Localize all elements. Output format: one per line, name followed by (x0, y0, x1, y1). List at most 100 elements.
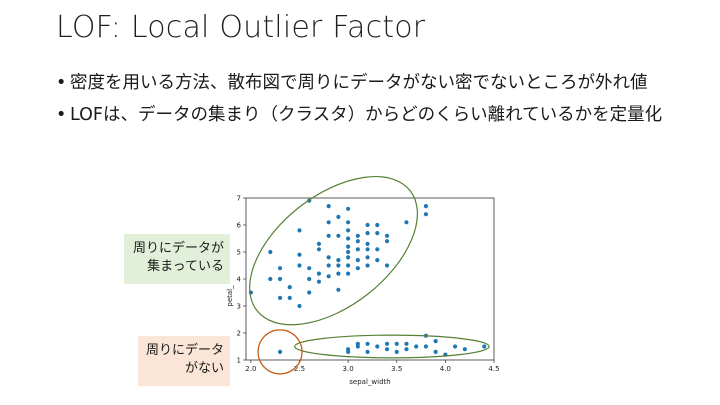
scatter-point (452, 344, 458, 349)
scatter-point (365, 263, 370, 268)
x-axis-label: sepal_width (349, 378, 390, 386)
dense-cluster-ellipse (249, 175, 419, 326)
scatter-point (384, 341, 390, 346)
scatter-point (316, 241, 322, 246)
scatter-point (326, 233, 331, 238)
scatter-point (423, 212, 429, 217)
scatter-point (277, 295, 283, 300)
x-tick-label: 3.5 (391, 365, 402, 373)
bullet-text: LOFは、データの集まり（クラスタ）からどのくらい離れているかを定量化 (70, 105, 663, 125)
scatter-point (384, 263, 390, 268)
scatter-point (375, 247, 380, 252)
scatter-point (346, 263, 351, 268)
scatter-point (365, 255, 370, 260)
scatter-point (365, 241, 370, 246)
x-ticks: 2.0 2.5 3.0 3.5 4.0 4.5 (245, 360, 500, 373)
scatter-point (404, 347, 409, 352)
scatter-point (355, 239, 360, 244)
scatter-point (297, 252, 302, 257)
y-tick-label: 1 (237, 357, 241, 365)
scatter-point (346, 271, 351, 276)
scatter-point (346, 228, 351, 233)
scatter-points (248, 198, 487, 357)
scatter-point (365, 341, 370, 346)
scatter-point (336, 214, 341, 219)
scatter-point (297, 263, 302, 268)
scatter-point (326, 274, 331, 279)
scatter-point (375, 258, 380, 263)
scatter-point (326, 263, 331, 268)
scatter-point (326, 255, 331, 260)
annotation-shapes (249, 175, 490, 375)
bullet-item: • LOFは、データの集まり（クラスタ）からどのくらい離れているかを定量化 (56, 104, 676, 127)
scatter-point (355, 233, 360, 238)
scatter-point (423, 204, 429, 209)
scatter-point (355, 266, 360, 271)
y-tick-label: 2 (237, 330, 241, 338)
scatter-point (414, 344, 419, 349)
scatter-point (355, 341, 360, 346)
bullet-text: 密度を用いる方法、散布図で周りにデータがない密でないところが外れ値 (70, 73, 648, 93)
scatter-point (346, 249, 351, 255)
scatter-point (307, 290, 312, 295)
scatter-point (365, 231, 370, 236)
scatter-point (297, 228, 302, 233)
x-tick-label: 4.5 (488, 365, 499, 373)
tight-cluster-ellipse (294, 334, 490, 359)
y-tick-label: 4 (237, 276, 242, 284)
scatter-point (346, 220, 351, 225)
scatter-point (375, 222, 380, 228)
x-tick-label: 3.0 (343, 365, 354, 373)
scatter-point (433, 349, 438, 354)
scatter-point (404, 341, 409, 346)
scatter-point (346, 244, 351, 249)
scatter-point (394, 349, 399, 354)
scatter-point (277, 349, 283, 354)
scatter-point (346, 236, 351, 241)
callout-dense-line2: 集まっている (147, 259, 224, 274)
outlier-circle (257, 329, 303, 375)
scatter-point (346, 206, 351, 211)
scatter-point (336, 271, 341, 276)
scatter-point (365, 247, 370, 252)
scatter-point (287, 295, 292, 300)
callout-dense: 周りにデータが 集まっている (124, 234, 230, 284)
scatter-point (375, 231, 380, 236)
bullet-dot-icon: • (56, 105, 67, 125)
callout-sparse-line1: 周りにデータ (145, 343, 224, 358)
scatter-point (316, 247, 322, 252)
scatter-point (346, 255, 351, 260)
x-tick-label: 2.5 (294, 365, 305, 373)
scatter-point (277, 276, 283, 282)
scatter-point (336, 258, 341, 263)
y-axis-label: petal_ (226, 285, 234, 307)
x-tick-label: 2.0 (245, 365, 256, 373)
scatter-point (287, 285, 292, 290)
scatter-point (316, 279, 322, 284)
scatter-point (336, 287, 341, 292)
bullet-list: • 密度を用いる方法、散布図で周りにデータがない密でないところが外れ値 • LO… (56, 72, 676, 136)
scatter-point (355, 247, 360, 252)
scatter-point (277, 266, 283, 271)
scatter-point (336, 263, 341, 268)
y-tick-label: 3 (237, 303, 241, 311)
scatter-point (482, 344, 487, 349)
slide-title: LOF: Local Outlier Factor (56, 10, 426, 45)
scatter-point (268, 276, 273, 282)
scatter-point (384, 347, 390, 352)
y-ticks: 1 2 3 4 5 6 7 (237, 195, 246, 365)
scatter-point (384, 239, 390, 244)
callout-dense-line1: 周りにデータが (132, 241, 224, 256)
scatter-point (316, 271, 322, 276)
scatter-point (297, 303, 302, 309)
scatter-point (404, 220, 409, 225)
scatter-point (394, 341, 399, 346)
scatter-point (268, 249, 273, 255)
scatter-point (365, 349, 370, 354)
bullet-dot-icon: • (56, 73, 67, 93)
scatter-point (365, 222, 370, 228)
y-tick-label: 5 (237, 249, 241, 257)
scatter-point (307, 276, 312, 282)
scatter-point (423, 344, 429, 349)
